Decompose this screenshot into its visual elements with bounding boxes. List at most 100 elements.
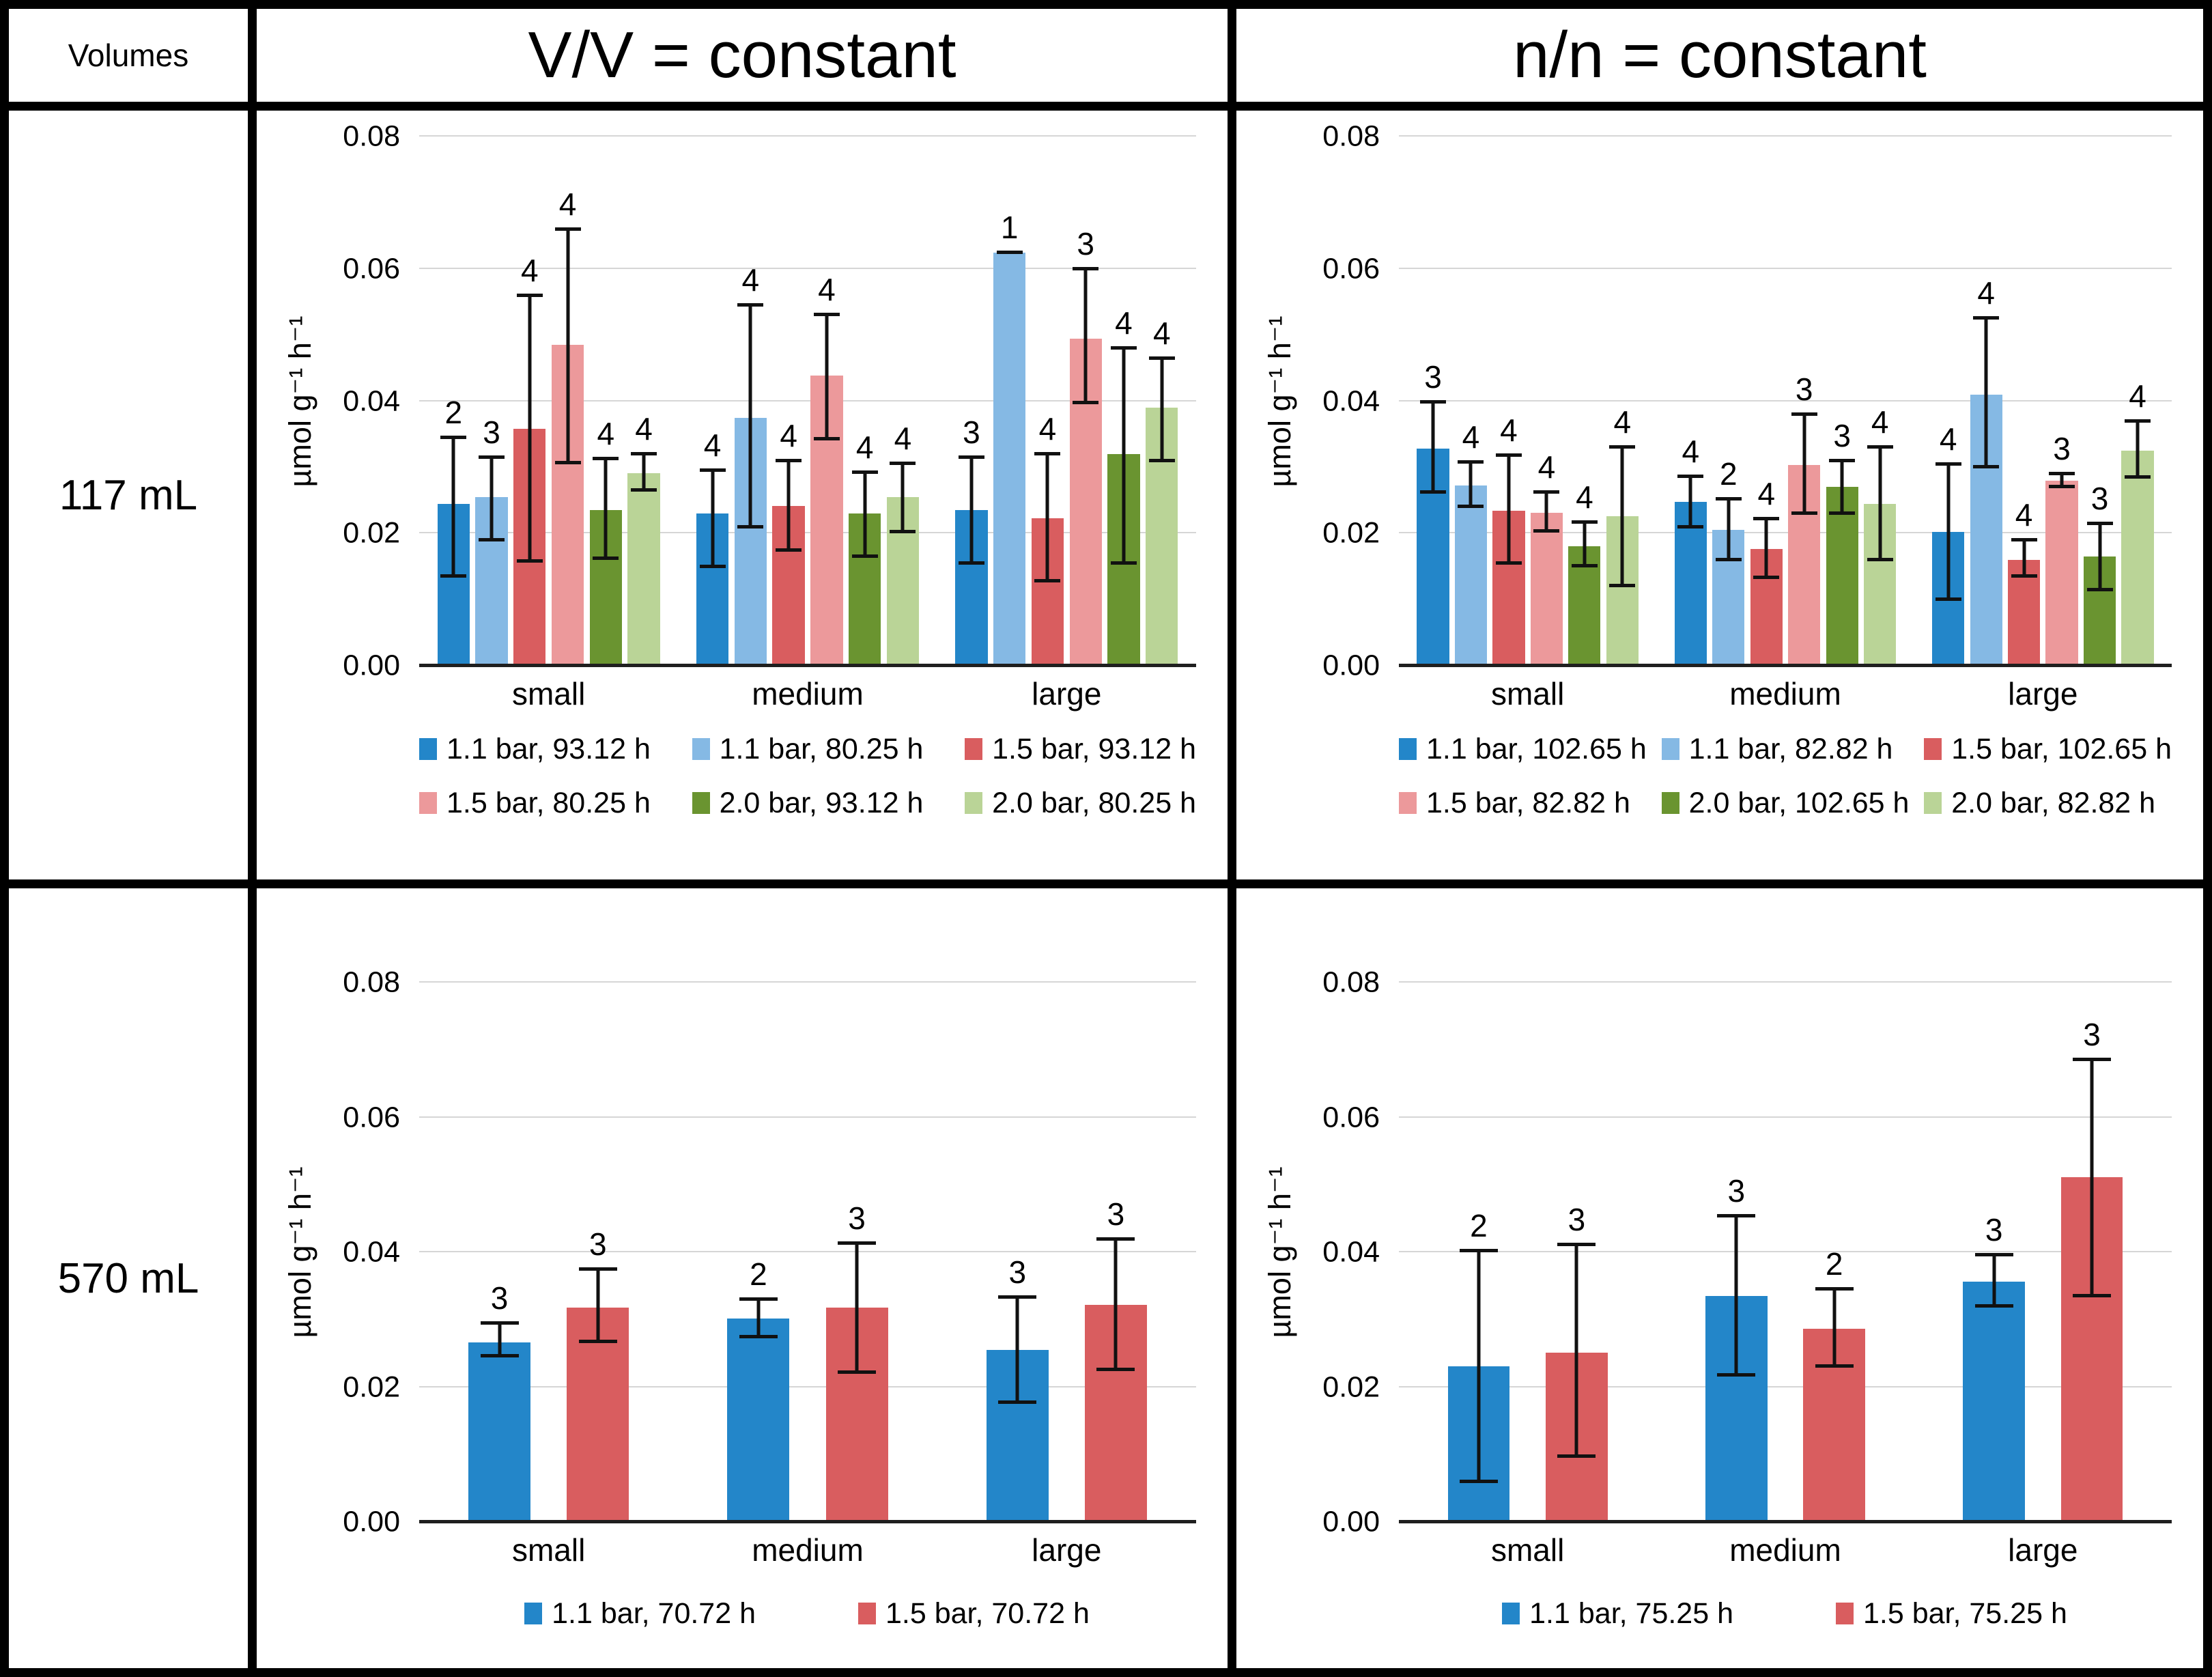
count-label: 4 (520, 252, 539, 288)
error-bar-cap (813, 312, 840, 316)
y-tick-label: 0.00 (343, 1505, 400, 1538)
count-label: 4 (1152, 315, 1171, 351)
x-axis-line (419, 664, 1196, 667)
error-bar (1764, 518, 1768, 578)
legend: 1.1 bar, 75.25 h 1.5 bar, 75.25 h (1236, 1598, 2203, 1629)
y-tick-label: 0.04 (1322, 1235, 1380, 1269)
x-category-label: large (1032, 1532, 1102, 1568)
error-bar (825, 314, 829, 439)
bar (1963, 1282, 2025, 1522)
error-bar-cap (1571, 520, 1598, 524)
error-bar (1507, 455, 1511, 563)
row-header-570ml: 570 mL (9, 888, 248, 1668)
count-label: 4 (1500, 412, 1518, 448)
error-bar (855, 1243, 859, 1372)
error-bar-cap (1495, 561, 1522, 565)
legend-label: 1.1 bar, 70.72 h (552, 1596, 756, 1630)
x-category-label: medium (752, 1532, 864, 1568)
error-bar-cap (1791, 412, 1817, 416)
gridline (1399, 1251, 2172, 1252)
error-bar (1045, 454, 1049, 581)
y-tick-label: 0.04 (343, 1235, 400, 1269)
legend-swatch (524, 1603, 543, 1625)
error-bar-cap (2011, 537, 2037, 541)
gridline (419, 532, 1196, 534)
count-label: 4 (597, 415, 615, 451)
legend-item: 1.1 bar, 75.25 h (1502, 1598, 1733, 1629)
error-bar (1114, 1239, 1118, 1370)
error-bar-cap (1557, 1454, 1596, 1458)
legend: 1.1 bar, 70.72 h 1.5 bar, 70.72 h (257, 1596, 1228, 1630)
count-label: 4 (1115, 305, 1133, 341)
error-bar-cap (1110, 346, 1137, 350)
row-header-label: 117 mL (59, 471, 198, 519)
error-bar-cap (838, 1241, 877, 1245)
x-category-label: small (511, 1532, 586, 1568)
error-bar-cap (1753, 516, 1780, 520)
error-bar (642, 454, 646, 491)
x-axis-line (419, 1520, 1196, 1523)
error-bar (528, 295, 532, 561)
count-label: 4 (1977, 275, 1995, 311)
error-bar (1727, 498, 1731, 560)
legend-item: 1.5 bar, 70.72 h (858, 1598, 1090, 1629)
error-bar-cap (1973, 316, 2000, 320)
gridline (1399, 267, 2172, 269)
legend: 1.1 bar, 93.12 h 1.1 bar, 80.25 h 1.5 bar,… (257, 734, 1228, 819)
error-bar-cap (851, 554, 878, 559)
count-label: 3 (1008, 1254, 1027, 1291)
error-bar (498, 1323, 502, 1357)
error-bar-cap (996, 250, 1023, 254)
plot-zone: µmol g⁻¹ h⁻¹ 0.00 0.02 0.04 0.06 0.08 2 3 4 4 4 4 4 4… (257, 111, 1228, 680)
gridline (1399, 399, 2172, 401)
error-bar (1015, 1297, 1019, 1403)
legend-label: 2.0 bar, 93.12 h (719, 786, 924, 819)
error-bar-cap (2125, 475, 2151, 479)
error-bar-cap (813, 436, 840, 440)
column-header-nn-constant: n/n = constant (1236, 9, 2203, 102)
count-label: 4 (1576, 479, 1593, 515)
chart-570ml-vv-constant: µmol g⁻¹ h⁻¹ 0.00 0.02 0.04 0.06 0.08 3 3 2 3 3 3 sm… (257, 888, 1228, 1668)
gridline (1399, 1116, 2172, 1118)
count-label: 2 (1720, 455, 1738, 492)
error-bar-cap (2073, 1057, 2112, 1061)
error-bar (2090, 1059, 2094, 1297)
y-axis-title: µmol g⁻¹ h⁻¹ (1262, 1166, 1297, 1338)
plot-area: µmol g⁻¹ h⁻¹ 0.00 0.02 0.04 0.06 0.08 2 3 4 4 4 4 4 4… (283, 122, 1196, 680)
error-bar-cap (1458, 460, 1484, 464)
legend-label: 1.5 bar, 82.82 h (1426, 786, 1630, 819)
error-bar (1734, 1215, 1738, 1375)
error-bar-cap (1867, 558, 1893, 561)
count-label: 3 (2090, 480, 2109, 516)
error-bar (786, 460, 791, 551)
error-bar-cap (1715, 558, 1742, 561)
legend-label: 1.1 bar, 82.82 h (1688, 732, 1893, 765)
legend-label: 2.0 bar, 80.25 h (992, 786, 1196, 819)
error-bar-cap (1459, 1479, 1498, 1483)
bar (2121, 451, 2154, 666)
error-bar-cap (2125, 419, 2151, 423)
count-label: 1 (1000, 209, 1019, 245)
legend-swatch (419, 792, 437, 815)
error-bar-cap (516, 559, 543, 563)
plot-zone: µmol g⁻¹ h⁻¹ 0.00 0.02 0.04 0.06 0.08 2 3 3 2 3 3 (1236, 888, 2203, 1536)
error-bar-cap (1717, 1213, 1756, 1217)
y-tick-label: 0.08 (1322, 966, 1380, 999)
plot-area: µmol g⁻¹ h⁻¹ 0.00 0.02 0.04 0.06 0.08 2 3 3 2 3 3 (1262, 968, 2172, 1536)
bar (2045, 480, 2078, 666)
error-bar-cap (739, 1297, 778, 1301)
legend: 1.1 bar, 102.65 h 1.1 bar, 82.82 h 1.5 bar… (1236, 732, 2203, 819)
x-category-labels: small medium large (257, 677, 1228, 711)
error-bar (969, 457, 974, 563)
legend-item: 2.0 bar, 80.25 h (965, 786, 1196, 819)
error-bar-cap (479, 455, 505, 459)
error-bar-cap (2086, 587, 2113, 591)
x-category-label: medium (1729, 1532, 1841, 1568)
y-tick-label: 0.08 (343, 966, 400, 999)
count-label: 4 (780, 417, 797, 453)
error-bar-cap (851, 470, 878, 475)
legend-swatch (1661, 738, 1679, 761)
error-bar-cap (890, 530, 916, 534)
error-bar (2022, 539, 2026, 577)
